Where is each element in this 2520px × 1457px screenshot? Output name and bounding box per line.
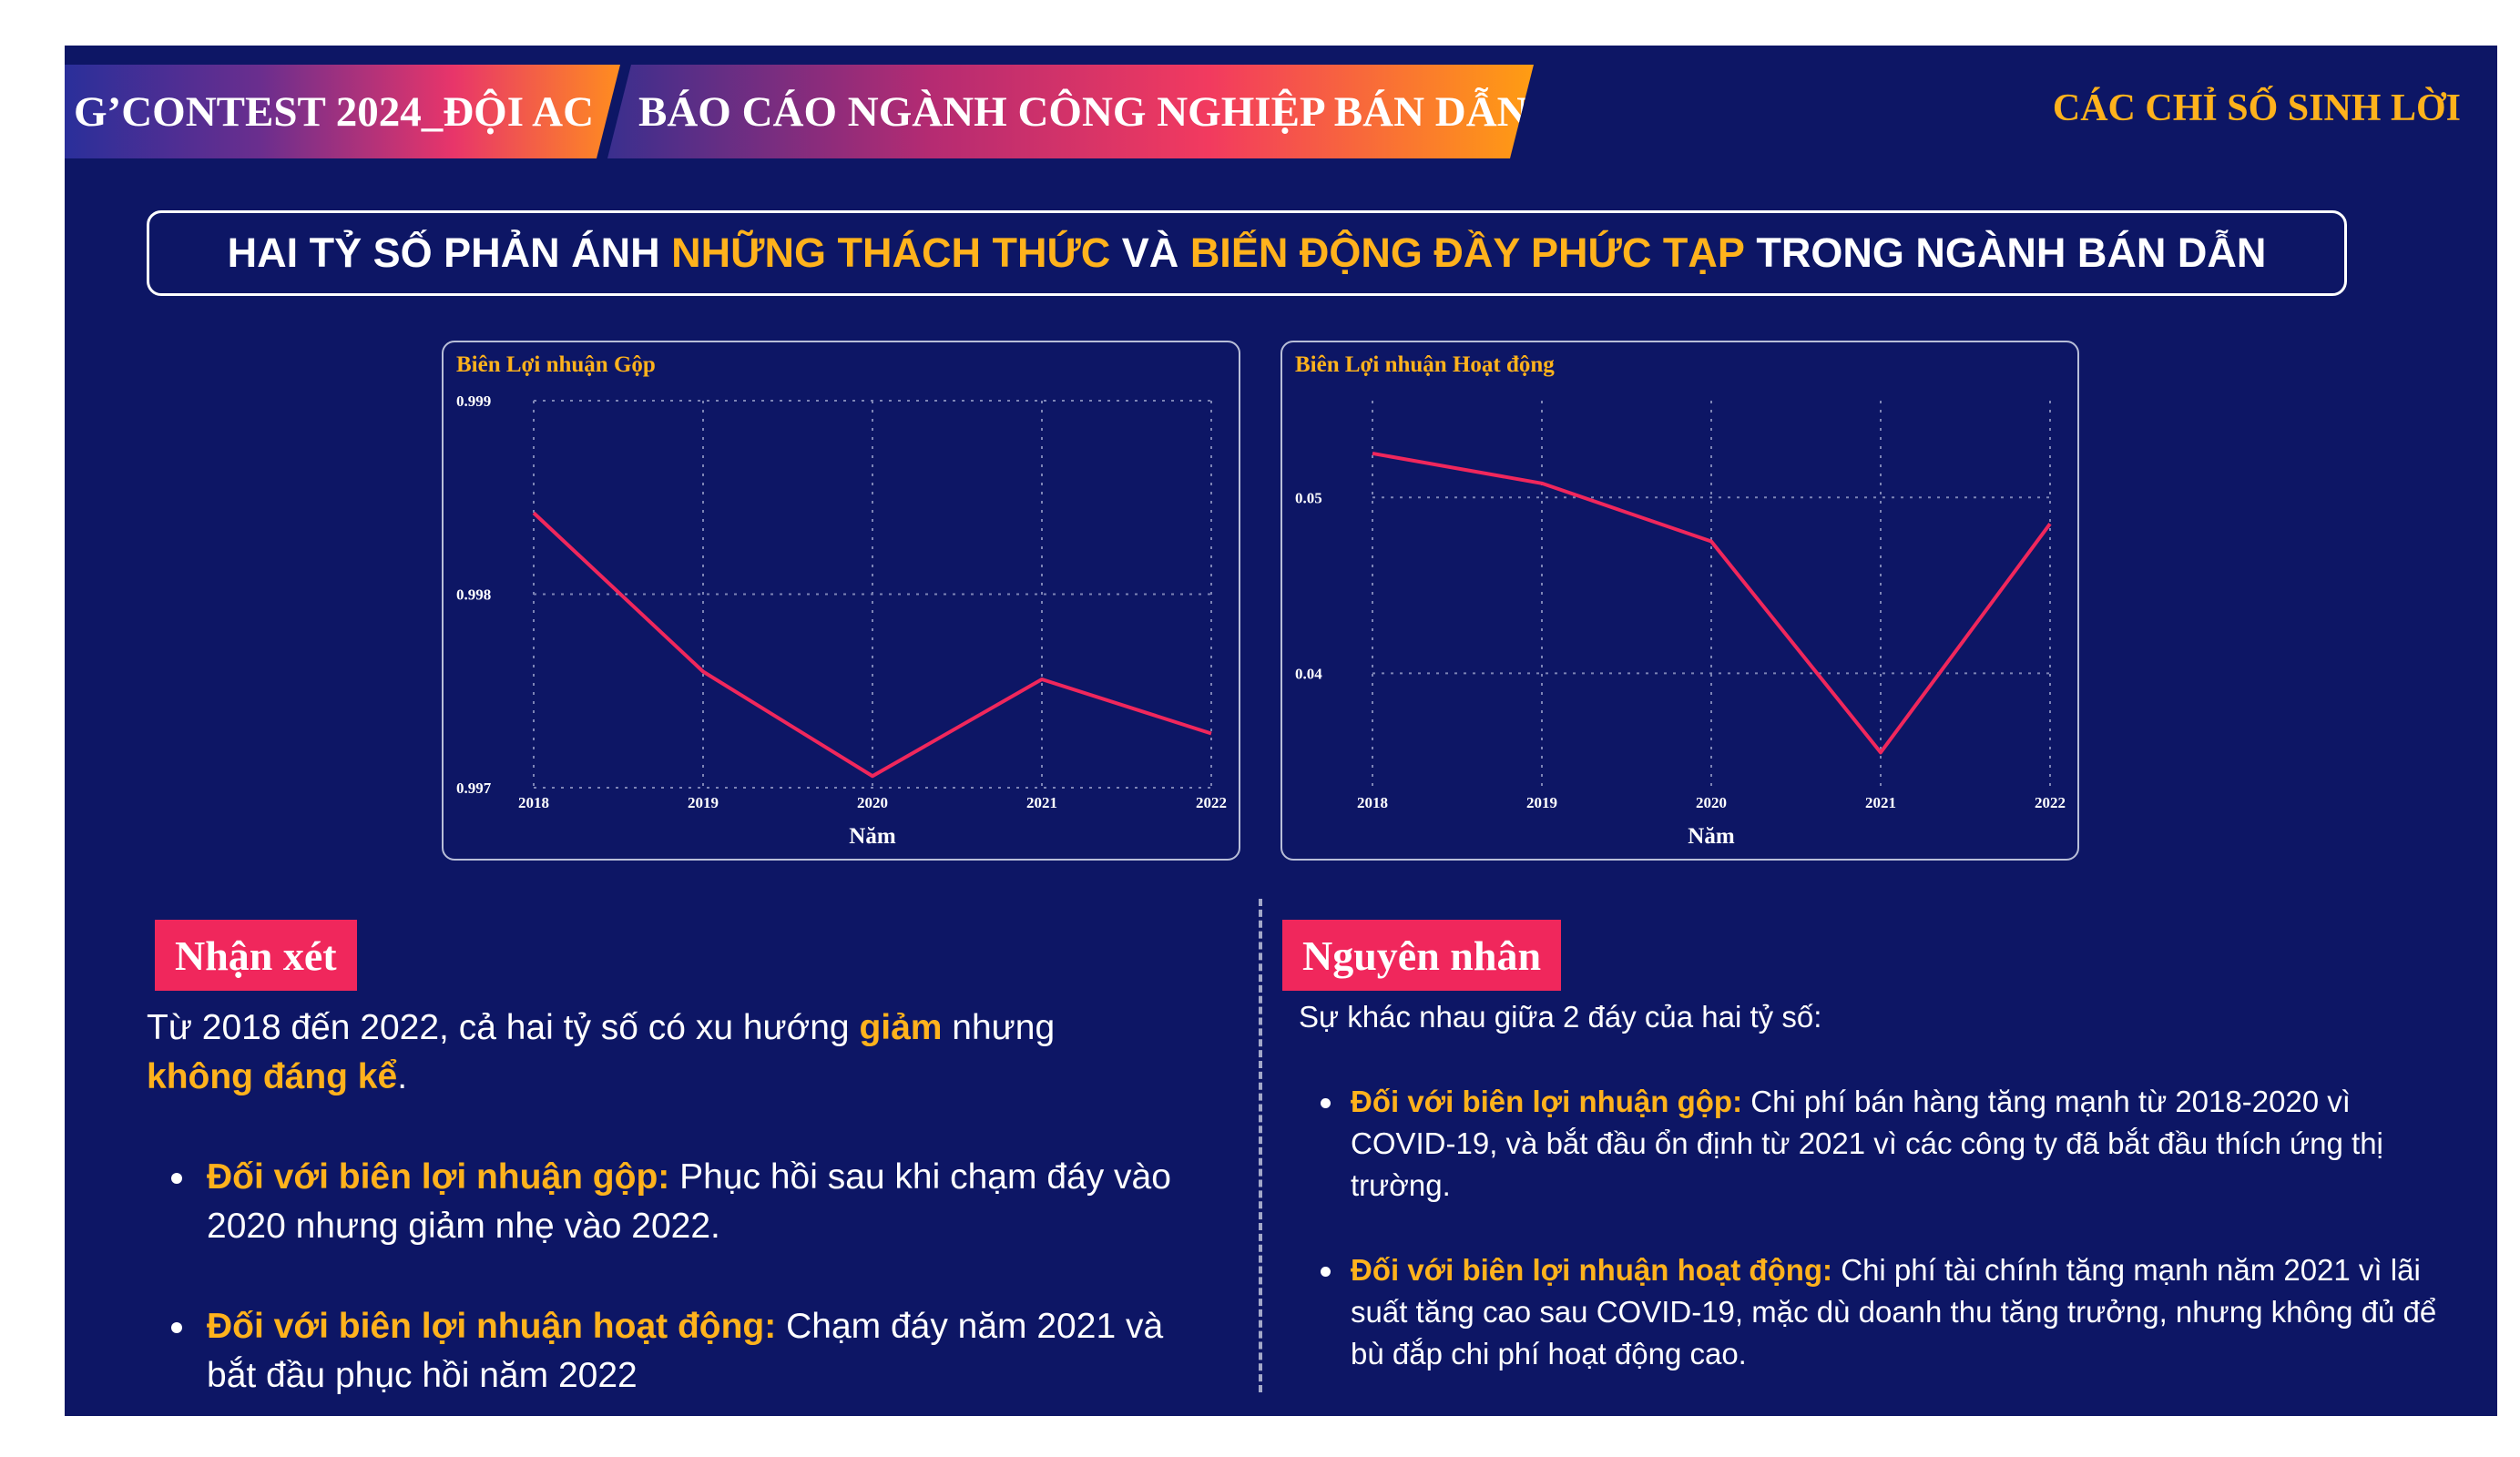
y-tick-label: 0.04 bbox=[1295, 665, 1322, 682]
chart-title: Biên Lợi nhuận Hoạt động bbox=[1295, 352, 1555, 377]
comment-item: Đối với biên lợi nhuận hoạt động: Chạm đ… bbox=[147, 1302, 1221, 1401]
operating-margin-chart: Biên Lợi nhuận Hoạt động 2018 2019 2020 2021… bbox=[1280, 341, 2079, 861]
x-tick-label: 2020 bbox=[857, 794, 888, 811]
cause-item-text: Chi phí bán hàng tăng mạnh từ 2018-2020 … bbox=[1351, 1085, 2383, 1202]
comment-item-lead: Đối với biên lợi nhuận hoạt động: bbox=[207, 1307, 777, 1346]
x-tick-label: 2020 bbox=[1696, 794, 1727, 811]
comment-intro-d: không đáng kể bbox=[147, 1057, 398, 1096]
operating-margin-chart-svg: Biên Lợi nhuận Hoạt động 2018 2019 2020 2021… bbox=[1295, 352, 2066, 849]
series-line bbox=[1372, 451, 2052, 755]
comment-item-text: Chạm đáy năm 2021 và bắt đầu phục hồi nă… bbox=[207, 1307, 1164, 1395]
x-tick-label: 2021 bbox=[1026, 794, 1057, 811]
x-axis-label: Năm bbox=[849, 824, 896, 849]
x-tick-label: 2019 bbox=[688, 794, 719, 811]
y-tick-label: 0.999 bbox=[456, 392, 491, 410]
comment-list: Đối với biên lợi nhuận gộp: Phục hồi sau… bbox=[147, 1153, 1221, 1401]
x-tick-label: 2018 bbox=[1357, 794, 1388, 811]
column-divider bbox=[1259, 899, 1262, 1392]
contest-tag: G’CONTEST 2024_ĐỘI AC bbox=[65, 65, 620, 158]
report-title-text: BÁO CÁO NGÀNH CÔNG NGHIỆP BÁN DẪN bbox=[638, 87, 1528, 136]
report-title-tag: BÁO CÁO NGÀNH CÔNG NGHIỆP BÁN DẪN bbox=[607, 65, 1534, 158]
comment-section: Từ 2018 đến 2022, cả hai tỷ số có xu hướ… bbox=[147, 1004, 1221, 1401]
y-tick-label: 0.998 bbox=[456, 586, 491, 604]
headline-highlight1: NHỮNG THÁCH THỨC bbox=[671, 229, 1111, 276]
comment-intro: Từ 2018 đến 2022, cả hai tỷ số có xu hướ… bbox=[147, 1004, 1221, 1102]
gross-margin-chart: Biên Lợi nhuận Gộp 2018 2019 2020 2021 2022 0.… bbox=[442, 341, 1240, 861]
cause-item-lead: Đối với biên lợi nhuận hoạt động: bbox=[1351, 1253, 1833, 1287]
x-tick-label: 2022 bbox=[1196, 794, 1227, 811]
cause-item-text: Chi phí tài chính tăng mạnh năm 2021 vì … bbox=[1351, 1253, 2437, 1370]
cause-list: Đối với biên lợi nhuận gộp: Chi phí bán … bbox=[1299, 1081, 2446, 1375]
cause-intro: Sự khác nhau giữa 2 đáy của hai tỷ số: bbox=[1299, 1000, 1822, 1034]
x-tick-label: 2021 bbox=[1865, 794, 1896, 811]
section-label: CÁC CHỈ SỐ SINH LỜI bbox=[2052, 87, 2461, 129]
cause-section: Sự khác nhau giữa 2 đáy của hai tỷ số: Đ… bbox=[1299, 996, 2446, 1375]
comment-intro-c: nhưng bbox=[942, 1008, 1066, 1047]
series-line bbox=[532, 511, 1212, 779]
cause-badge: Nguyên nhân bbox=[1282, 920, 1562, 991]
y-tick-label: 0.05 bbox=[1295, 489, 1322, 506]
comment-intro-a: Từ 2018 đến 2022, cả hai tỷ số có xu hướ… bbox=[147, 1008, 860, 1047]
comment-badge: Nhận xét bbox=[155, 920, 357, 991]
gross-margin-chart-svg: Biên Lợi nhuận Gộp 2018 2019 2020 2021 2022 0.… bbox=[456, 352, 1227, 849]
x-tick-label: 2022 bbox=[2035, 794, 2066, 811]
contest-tag-text: G’CONTEST 2024_ĐỘI AC bbox=[74, 87, 595, 136]
headline-highlight2: BIẾN ĐỘNG ĐẦY PHỨC TẠP bbox=[1189, 229, 1745, 276]
comment-item-text: Phục hồi sau khi chạm đáy vào 2020 nhưng… bbox=[207, 1157, 1171, 1246]
chart-title: Biên Lợi nhuận Gộp bbox=[456, 352, 656, 377]
x-tick-label: 2019 bbox=[1526, 794, 1557, 811]
x-tick-label: 2018 bbox=[518, 794, 549, 811]
cause-item: Đối với biên lợi nhuận hoạt động: Chi ph… bbox=[1299, 1249, 2446, 1375]
cause-item-lead: Đối với biên lợi nhuận gộp: bbox=[1351, 1085, 1743, 1118]
headline-part1: HAI TỶ SỐ PHẢN ÁNH bbox=[227, 229, 672, 276]
headline-part3: TRONG NGÀNH BÁN DẪN bbox=[1744, 229, 2267, 276]
headline-box: HAI TỶ SỐ PHẢN ÁNH NHỮNG THÁCH THỨC VÀ B… bbox=[147, 210, 2347, 296]
headline-part2: VÀ bbox=[1110, 229, 1190, 276]
cause-item: Đối với biên lợi nhuận gộp: Chi phí bán … bbox=[1299, 1081, 2446, 1207]
y-tick-label: 0.997 bbox=[456, 779, 492, 797]
comment-item-lead: Đối với biên lợi nhuận gộp: bbox=[207, 1157, 670, 1197]
slide: G’CONTEST 2024_ĐỘI AC BÁO CÁO NGÀNH CÔNG… bbox=[65, 46, 2497, 1416]
comment-item: Đối với biên lợi nhuận gộp: Phục hồi sau… bbox=[147, 1153, 1221, 1251]
x-axis-label: Năm bbox=[1688, 824, 1735, 849]
comment-intro-b: giảm bbox=[859, 1008, 943, 1047]
comment-intro-e: . bbox=[397, 1057, 408, 1096]
